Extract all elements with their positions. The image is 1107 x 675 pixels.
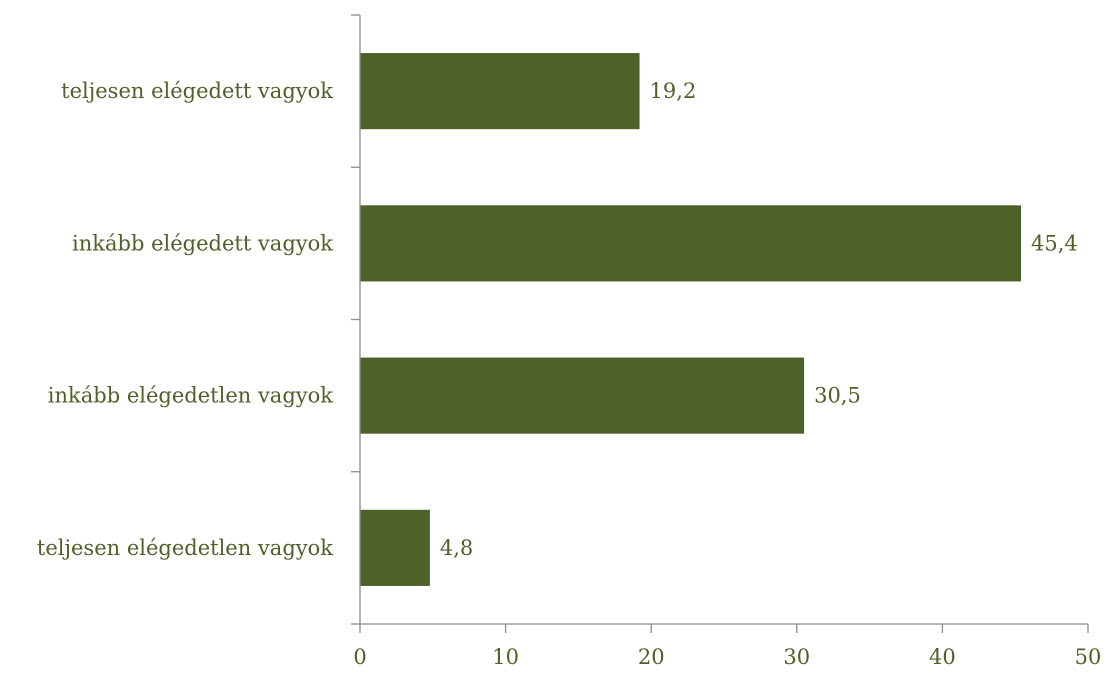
bars-group: [360, 53, 1022, 586]
x-tick-label: 0: [353, 645, 366, 669]
axes-group: [351, 14, 1088, 625]
value-label: 45,4: [1031, 231, 1078, 255]
value-labels-group: 19,2 45,4 30,5 4,8: [440, 79, 1078, 560]
x-tick-label: 10: [492, 645, 519, 669]
bar: [360, 357, 805, 434]
bar: [360, 53, 640, 130]
category-labels-group: teljesen elégedett vagyok inkább elégedet…: [37, 79, 333, 560]
x-tick-label: 50: [1075, 645, 1102, 669]
category-label: teljesen elégedetlen vagyok: [37, 536, 333, 560]
category-label: teljesen elégedett vagyok: [61, 79, 333, 103]
bar: [360, 205, 1022, 282]
value-label: 4,8: [440, 536, 473, 560]
category-label: inkább elégedetlen vagyok: [48, 384, 333, 408]
x-tick-label: 20: [638, 645, 665, 669]
category-label: inkább elégedett vagyok: [72, 231, 333, 255]
x-ticks-group: 0 10 20 30 40 50: [353, 624, 1101, 669]
value-label: 19,2: [650, 79, 697, 103]
x-tick-label: 40: [929, 645, 956, 669]
bar: [360, 509, 430, 586]
value-label: 30,5: [814, 384, 861, 408]
x-tick-label: 30: [783, 645, 810, 669]
